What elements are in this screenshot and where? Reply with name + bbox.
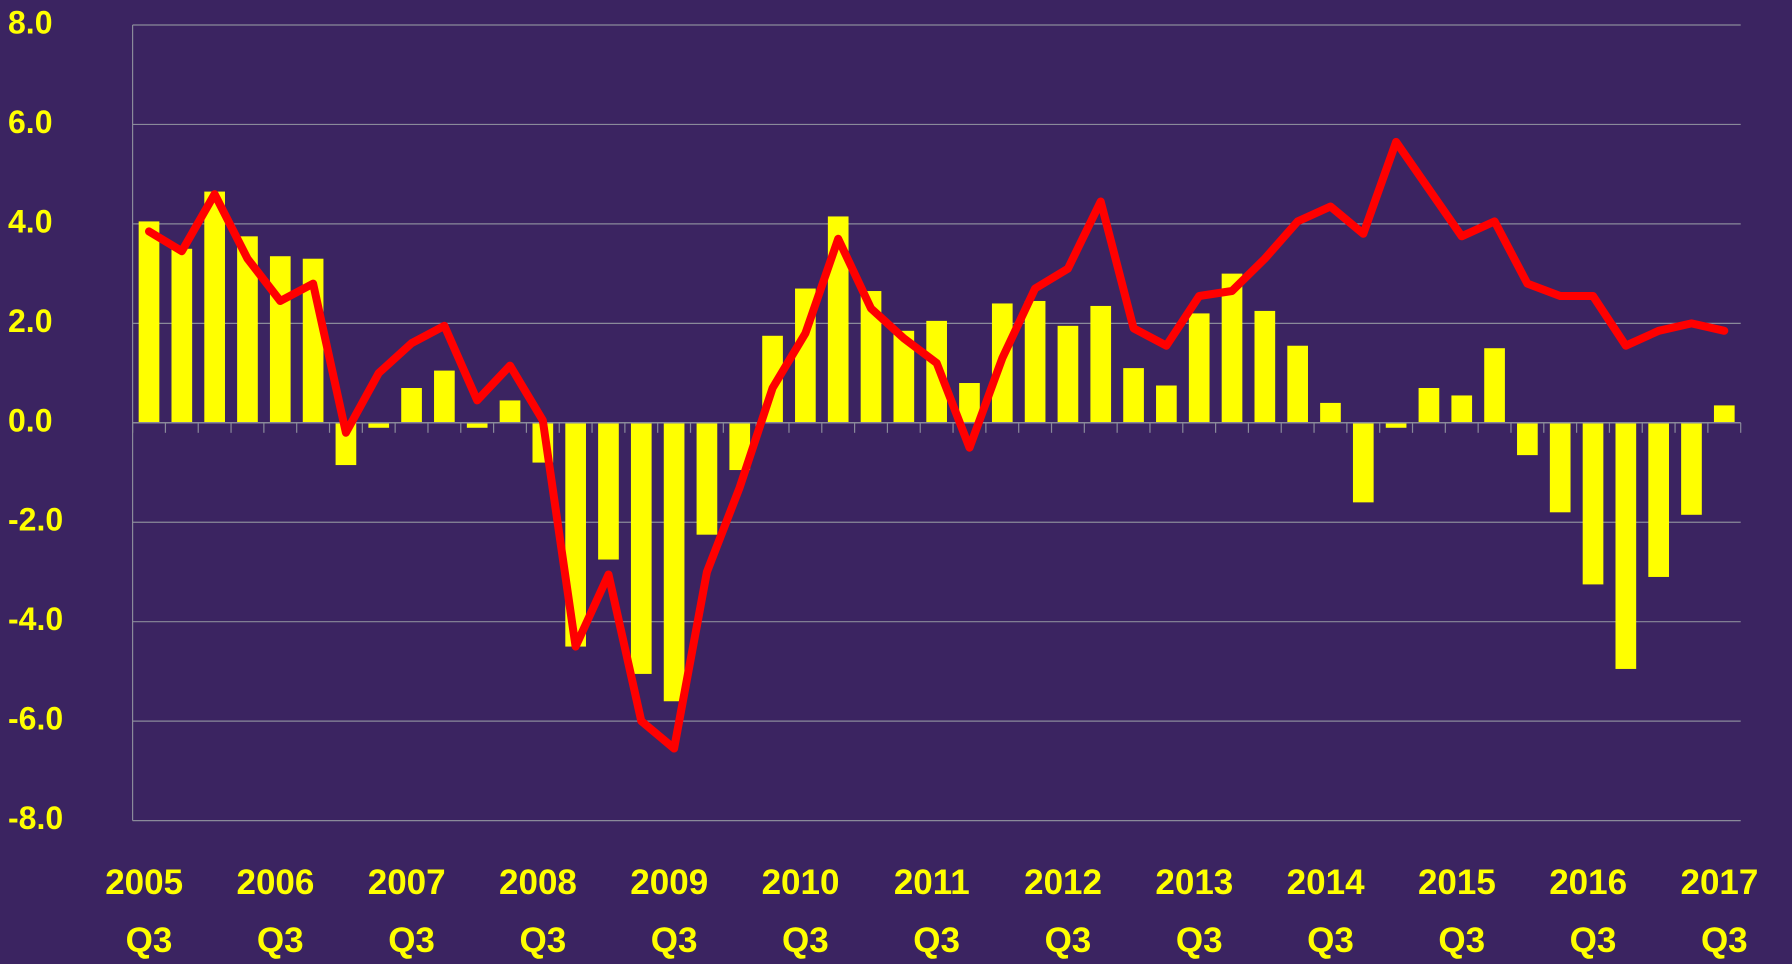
y-tick-label: -4.0	[8, 601, 63, 637]
bar	[696, 422, 718, 535]
y-tick-label: 4.0	[8, 203, 52, 239]
x-tick-label-line: 2013	[1155, 863, 1243, 902]
bar	[204, 191, 225, 423]
bar	[893, 330, 915, 423]
x-tick-label-line: Q3	[782, 921, 829, 960]
x-tick-label-line: 2009	[630, 863, 718, 902]
bar	[1484, 348, 1505, 423]
bar	[598, 422, 619, 560]
x-tick-label: 2007 Q3	[368, 863, 456, 960]
bar	[1385, 422, 1407, 428]
y-tick-label: 6.0	[8, 104, 52, 140]
x-tick-label-line: 2014	[1287, 863, 1375, 902]
x-tick-label-line: Q3	[1176, 921, 1223, 960]
x-tick-label: 2008 Q3	[499, 863, 587, 960]
x-tick-label-line: 2006	[236, 863, 324, 902]
bar	[663, 422, 685, 702]
bar	[1451, 395, 1473, 423]
bar	[401, 387, 422, 423]
y-tick-label: -6.0	[8, 701, 63, 737]
bar	[499, 400, 521, 423]
bar	[466, 422, 488, 428]
x-tick-label-line: Q3	[651, 921, 698, 960]
x-tick-label-line: Q3	[126, 921, 173, 960]
x-tick-label-line: Q3	[1570, 921, 1617, 960]
bar	[1517, 422, 1538, 456]
bar	[1024, 300, 1046, 423]
bar	[1648, 422, 1669, 577]
bar	[827, 216, 849, 423]
bar	[1681, 422, 1702, 515]
x-tick-label: 2016 Q3	[1549, 863, 1637, 960]
x-tick-label: 2015 Q3	[1418, 863, 1506, 960]
bar	[1615, 422, 1637, 669]
bar	[335, 422, 357, 466]
x-tick-label: 2014 Q3	[1287, 863, 1375, 960]
bar	[1549, 422, 1571, 513]
bar	[138, 221, 160, 423]
x-tick-label-line: 2007	[368, 863, 456, 902]
x-tick-label: 2010 Q3	[762, 863, 850, 960]
x-tick-label: 2013 Q3	[1155, 863, 1243, 960]
bar	[1057, 325, 1079, 423]
line	[145, 137, 1729, 753]
x-tick-label-line: Q3	[519, 921, 566, 960]
bar	[729, 422, 751, 471]
bar	[237, 236, 258, 423]
y-tick-label: -8.0	[8, 800, 63, 836]
y-tick-label: -2.0	[8, 502, 63, 538]
x-tick-label: 2011 Q3	[894, 863, 980, 960]
y-tick-label: 8.0	[8, 4, 52, 40]
x-tick-label-line: 2016	[1549, 863, 1637, 902]
bar	[860, 291, 882, 423]
bar	[1221, 273, 1243, 423]
x-tick-label-line: Q3	[388, 921, 435, 960]
x-tick-label-line: Q3	[1045, 921, 1092, 960]
bar	[1287, 345, 1308, 423]
x-tick-label-line: 2011	[894, 863, 980, 902]
bar	[269, 256, 291, 423]
bar	[630, 422, 652, 674]
y-tick-label: 0.0	[8, 402, 52, 438]
bar	[171, 248, 193, 423]
bar	[1090, 305, 1112, 423]
bar	[1352, 422, 1374, 503]
x-tick-label-line: Q3	[1438, 921, 1485, 960]
x-tick-label-line: 2005	[105, 863, 193, 902]
bar	[1713, 405, 1735, 423]
y-tick-label: 2.0	[8, 303, 52, 339]
x-tick-label-line: 2012	[1024, 863, 1112, 902]
x-tick-label: 2009 Q3	[630, 863, 718, 960]
bar	[959, 383, 980, 423]
x-tick-label-line: Q3	[913, 921, 960, 960]
x-tick-label: 2017 Q3	[1680, 863, 1768, 960]
bar	[1418, 387, 1440, 423]
x-tick-label: 2005 Q3	[105, 863, 193, 960]
x-tick-label: 2012 Q3	[1024, 863, 1112, 960]
x-tick-label-line: 2017	[1680, 863, 1768, 902]
bar	[1123, 368, 1144, 423]
bar	[368, 422, 390, 428]
x-tick-label-line: Q3	[257, 921, 304, 960]
bar	[1320, 402, 1341, 423]
x-tick-label-line: 2010	[762, 863, 850, 902]
x-tick-label: 2006 Q3	[236, 863, 324, 960]
bar	[1188, 313, 1210, 423]
x-tick-label-line: Q3	[1307, 921, 1354, 960]
x-tick-label-line: 2015	[1418, 863, 1506, 902]
bar	[1254, 310, 1276, 423]
bar	[1156, 385, 1177, 423]
x-tick-label-line: Q3	[1701, 921, 1748, 960]
bar	[1582, 422, 1604, 585]
x-tick-label-line: 2008	[499, 863, 587, 902]
bar	[434, 370, 455, 423]
